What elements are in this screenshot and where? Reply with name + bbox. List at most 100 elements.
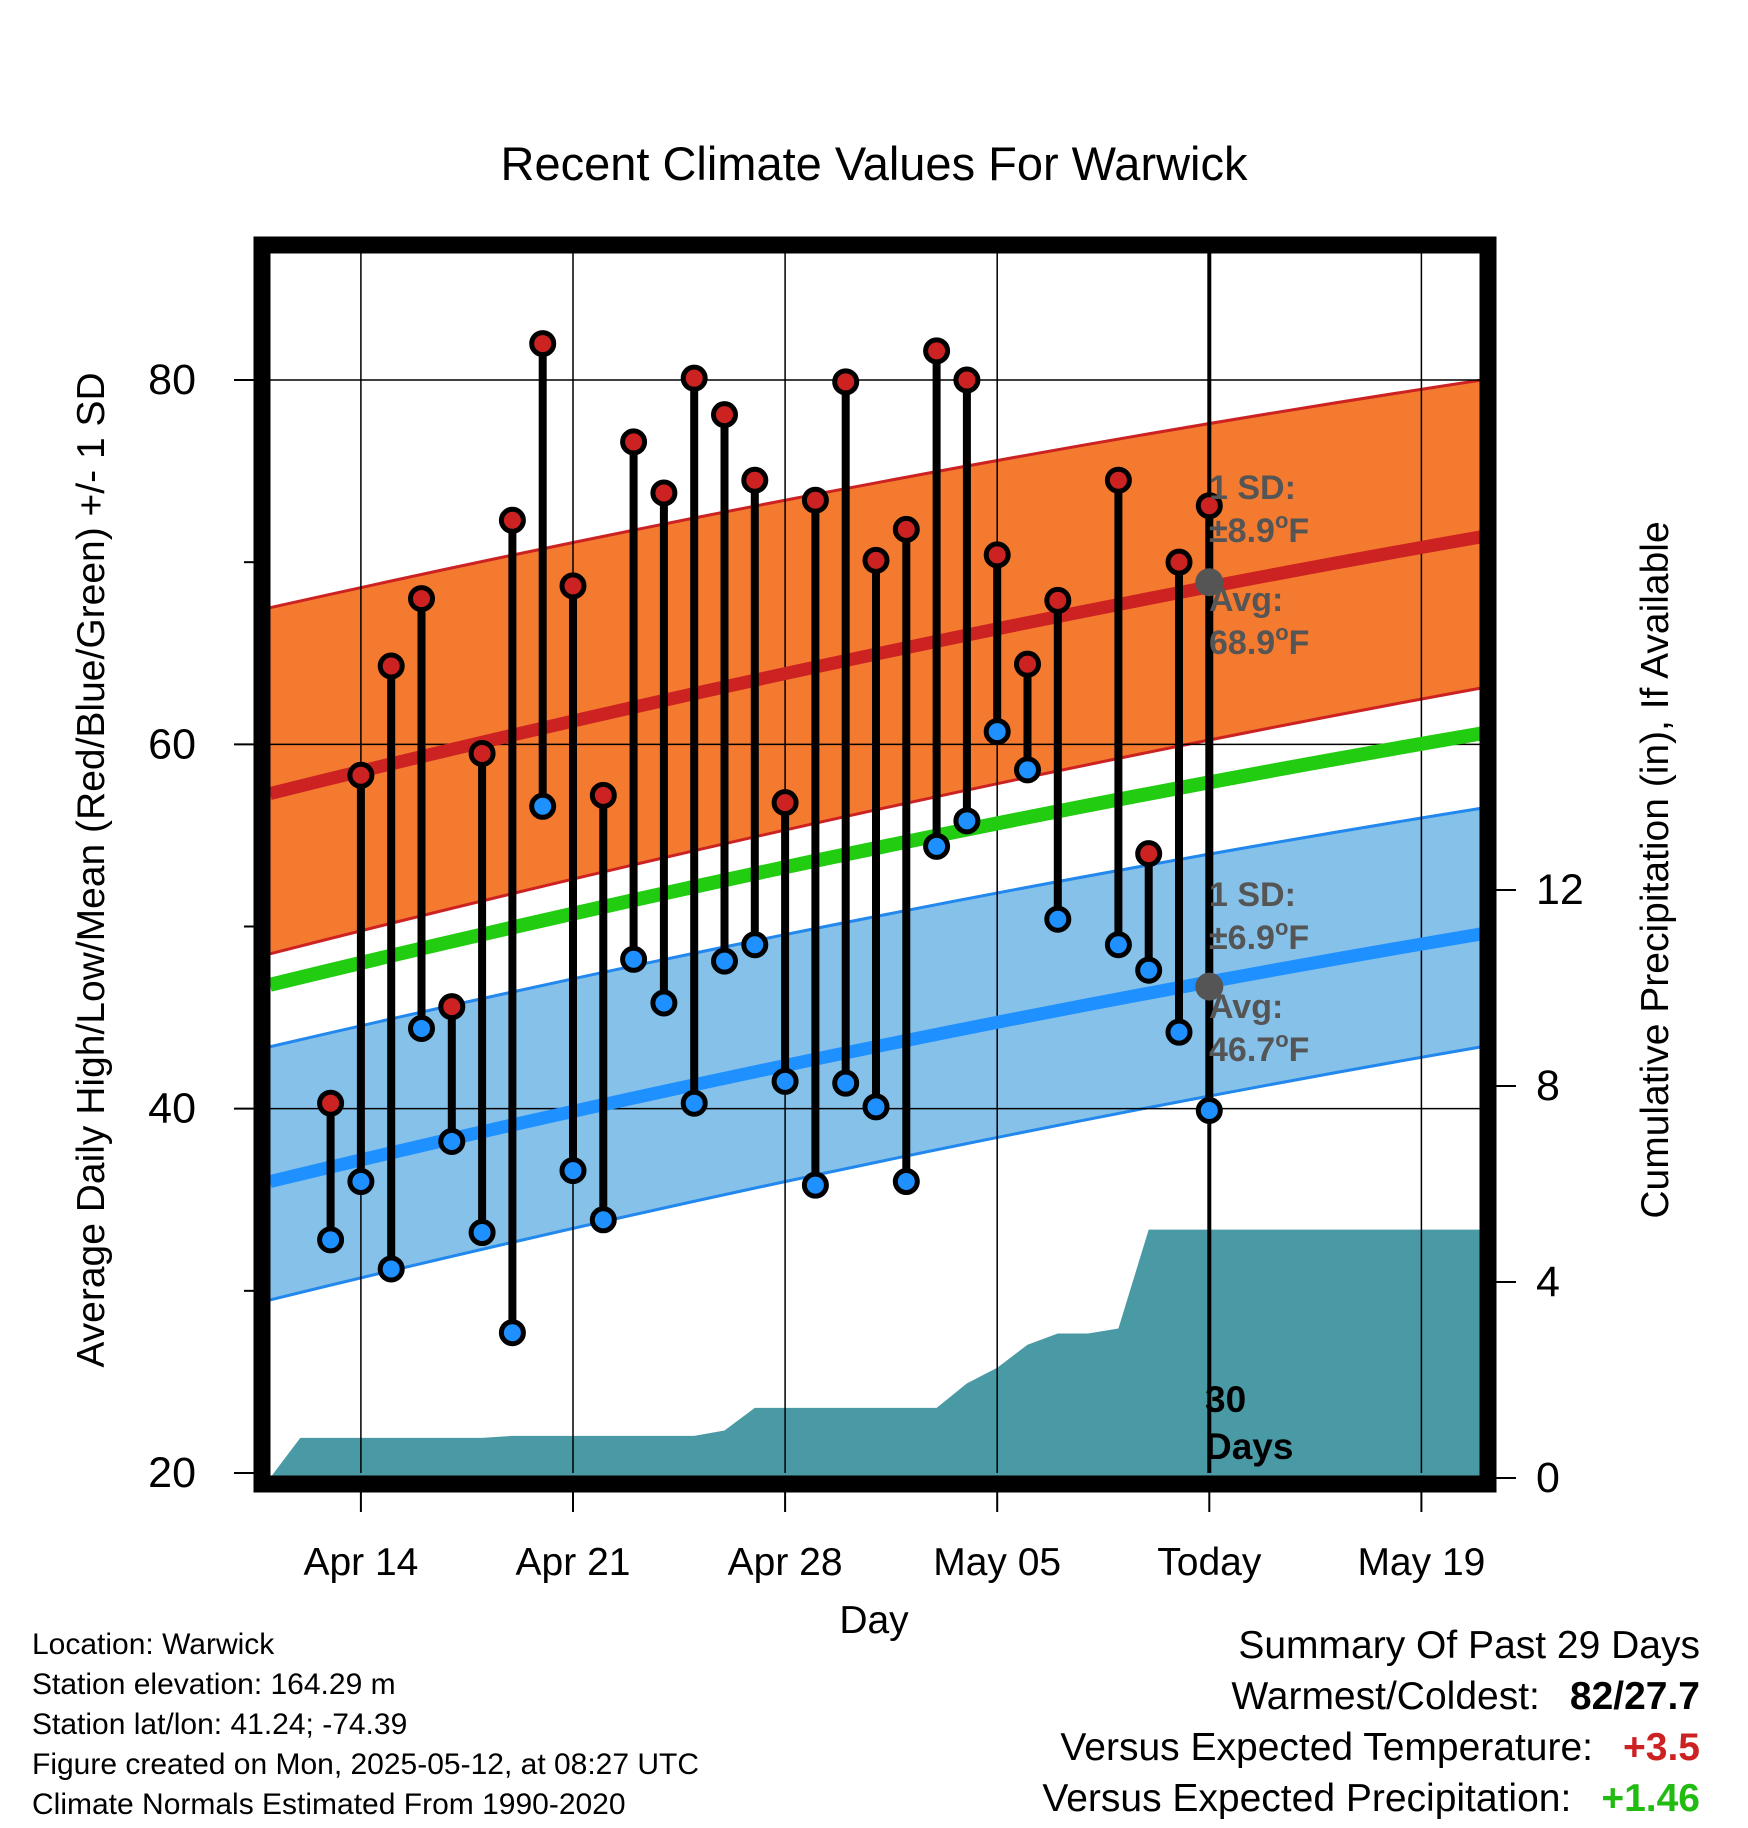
daily-low-point: [801, 1171, 829, 1199]
low-sd-lower-edge: [269, 1045, 1483, 1302]
y-left-tick-label: 60: [148, 720, 196, 768]
low-avg-value: 46.7oF: [1209, 1027, 1309, 1069]
daily-low-point: [1135, 956, 1163, 984]
summary-temp-row: Versus Expected Temperature: +3.5: [1042, 1722, 1700, 1773]
daily-low-point: [1014, 756, 1041, 784]
daily-high-point: [620, 428, 648, 456]
high-avg-value: 68.9oF: [1209, 620, 1309, 662]
daily-low-point: [650, 989, 678, 1017]
daily-low-point: [1195, 1096, 1223, 1124]
daily-low-point: [438, 1127, 466, 1155]
daily-low-point: [771, 1067, 799, 1095]
daily-high-point: [1014, 650, 1041, 678]
warmest-label: Warmest/Coldest:: [1231, 1675, 1540, 1718]
daily-low-point: [317, 1226, 345, 1254]
today-low-normal-marker: [1195, 972, 1224, 1001]
x-tick-label: Apr 14: [303, 1541, 418, 1584]
daily-low-point: [408, 1015, 435, 1043]
summary-precip-row: Versus Expected Precipitation: +1.46: [1042, 1773, 1700, 1824]
temp-label: Versus Expected Temperature:: [1060, 1726, 1593, 1769]
daily-high-point: [892, 515, 920, 543]
created-text: Figure created on Mon, 2025-05-12, at 08…: [32, 1748, 700, 1781]
daily-low-point: [923, 832, 951, 860]
daily-high-point: [408, 585, 435, 613]
daily-high-point: [377, 652, 405, 680]
summary-warmest-row: Warmest/Coldest: 82/27.7: [1042, 1671, 1700, 1722]
daily-high-point: [650, 479, 678, 507]
today-high-normal-marker: [1195, 568, 1224, 597]
daily-low-point: [832, 1069, 860, 1097]
normals-text: Climate Normals Estimated From 1990-2020: [32, 1788, 626, 1821]
daily-high-point: [983, 541, 1011, 569]
elevation-text: Station elevation: 164.29 m: [32, 1668, 396, 1701]
plot-frame: [253, 236, 1497, 1493]
daily-observations: [317, 330, 1223, 1347]
daily-low-point: [620, 945, 648, 973]
daily-high-point: [862, 546, 890, 574]
station-info: Location: Warwick Station elevation: 164…: [32, 1625, 699, 1825]
daily-high-point: [801, 486, 829, 514]
y-right-tick-label: 0: [1536, 1454, 1560, 1502]
summary-panel: Summary Of Past 29 Days Warmest/Coldest:…: [1042, 1620, 1700, 1824]
daily-low-point: [1165, 1018, 1193, 1046]
high-avg-label: Avg:: [1209, 581, 1283, 619]
daily-low-point: [559, 1157, 587, 1185]
latlon-text: Station lat/lon: 41.24; -74.39: [32, 1708, 408, 1741]
y-left-tick-label: 40: [148, 1085, 196, 1133]
daily-high-point: [953, 366, 981, 394]
precip-area: [270, 1229, 1482, 1478]
daily-high-point: [468, 739, 496, 767]
x-tick-label: Apr 28: [728, 1541, 843, 1584]
daily-high-point: [1165, 548, 1193, 576]
daily-low-point: [741, 931, 769, 959]
daily-high-point: [438, 993, 466, 1021]
daily-high-point: [529, 330, 557, 358]
y-axis-left-title: Average Daily High/Low/Mean (Red/Blue/Gr…: [70, 372, 113, 1367]
daily-high-point: [832, 368, 860, 396]
high-sd-label: 1 SD:: [1209, 469, 1296, 507]
y-left-tick-label: 80: [148, 356, 196, 404]
daily-high-point: [1044, 586, 1072, 614]
temp-value: +3.5: [1623, 1726, 1700, 1769]
daily-high-point: [347, 761, 375, 789]
low-sd-value: ±6.9oF: [1209, 915, 1309, 957]
warmest-value: 82/27.7: [1569, 1675, 1700, 1718]
daily-low-point: [347, 1168, 375, 1196]
x-tick-label: Today: [1157, 1541, 1262, 1584]
y-right-tick-label: 12: [1536, 866, 1584, 914]
daily-high-point: [1104, 466, 1132, 494]
chart-title: Recent Climate Values For Warwick: [501, 137, 1248, 190]
high-sd-upper-edge: [269, 378, 1483, 610]
daily-low-point: [983, 718, 1011, 746]
precip-label: Versus Expected Precipitation:: [1042, 1777, 1572, 1820]
daily-high-point: [741, 466, 769, 494]
daily-low-point: [892, 1168, 920, 1196]
y-axis-right-title: Cumulative Precipitation (in), If Availa…: [1634, 521, 1677, 1218]
x-tick-label: Apr 21: [516, 1541, 631, 1584]
daily-low-point: [589, 1206, 617, 1234]
daily-high-point: [317, 1089, 345, 1117]
daily-high-point: [771, 789, 799, 817]
daily-low-point: [862, 1093, 890, 1121]
daily-high-point: [711, 401, 738, 429]
daily-low-point: [529, 792, 557, 820]
daily-high-point: [498, 506, 526, 534]
low-sd-label: 1 SD:: [1209, 876, 1296, 914]
daily-high-point: [923, 337, 951, 365]
x-axis-title: Day: [839, 1599, 909, 1642]
daily-low-point: [953, 807, 981, 835]
low-avg-label: Avg:: [1209, 988, 1283, 1026]
daily-low-point: [377, 1255, 405, 1283]
daily-low-point: [711, 947, 738, 975]
daily-high-point: [1135, 840, 1163, 868]
days-count-label: 30: [1205, 1379, 1246, 1420]
daily-high-point: [559, 572, 587, 600]
y-right-tick-label: 4: [1536, 1258, 1560, 1306]
x-tick-label: May 19: [1357, 1541, 1485, 1584]
x-tick-label: May 05: [933, 1541, 1061, 1584]
precip-value: +1.46: [1601, 1777, 1700, 1820]
daily-high-point: [1195, 492, 1223, 520]
location-text: Location: Warwick: [32, 1628, 275, 1661]
